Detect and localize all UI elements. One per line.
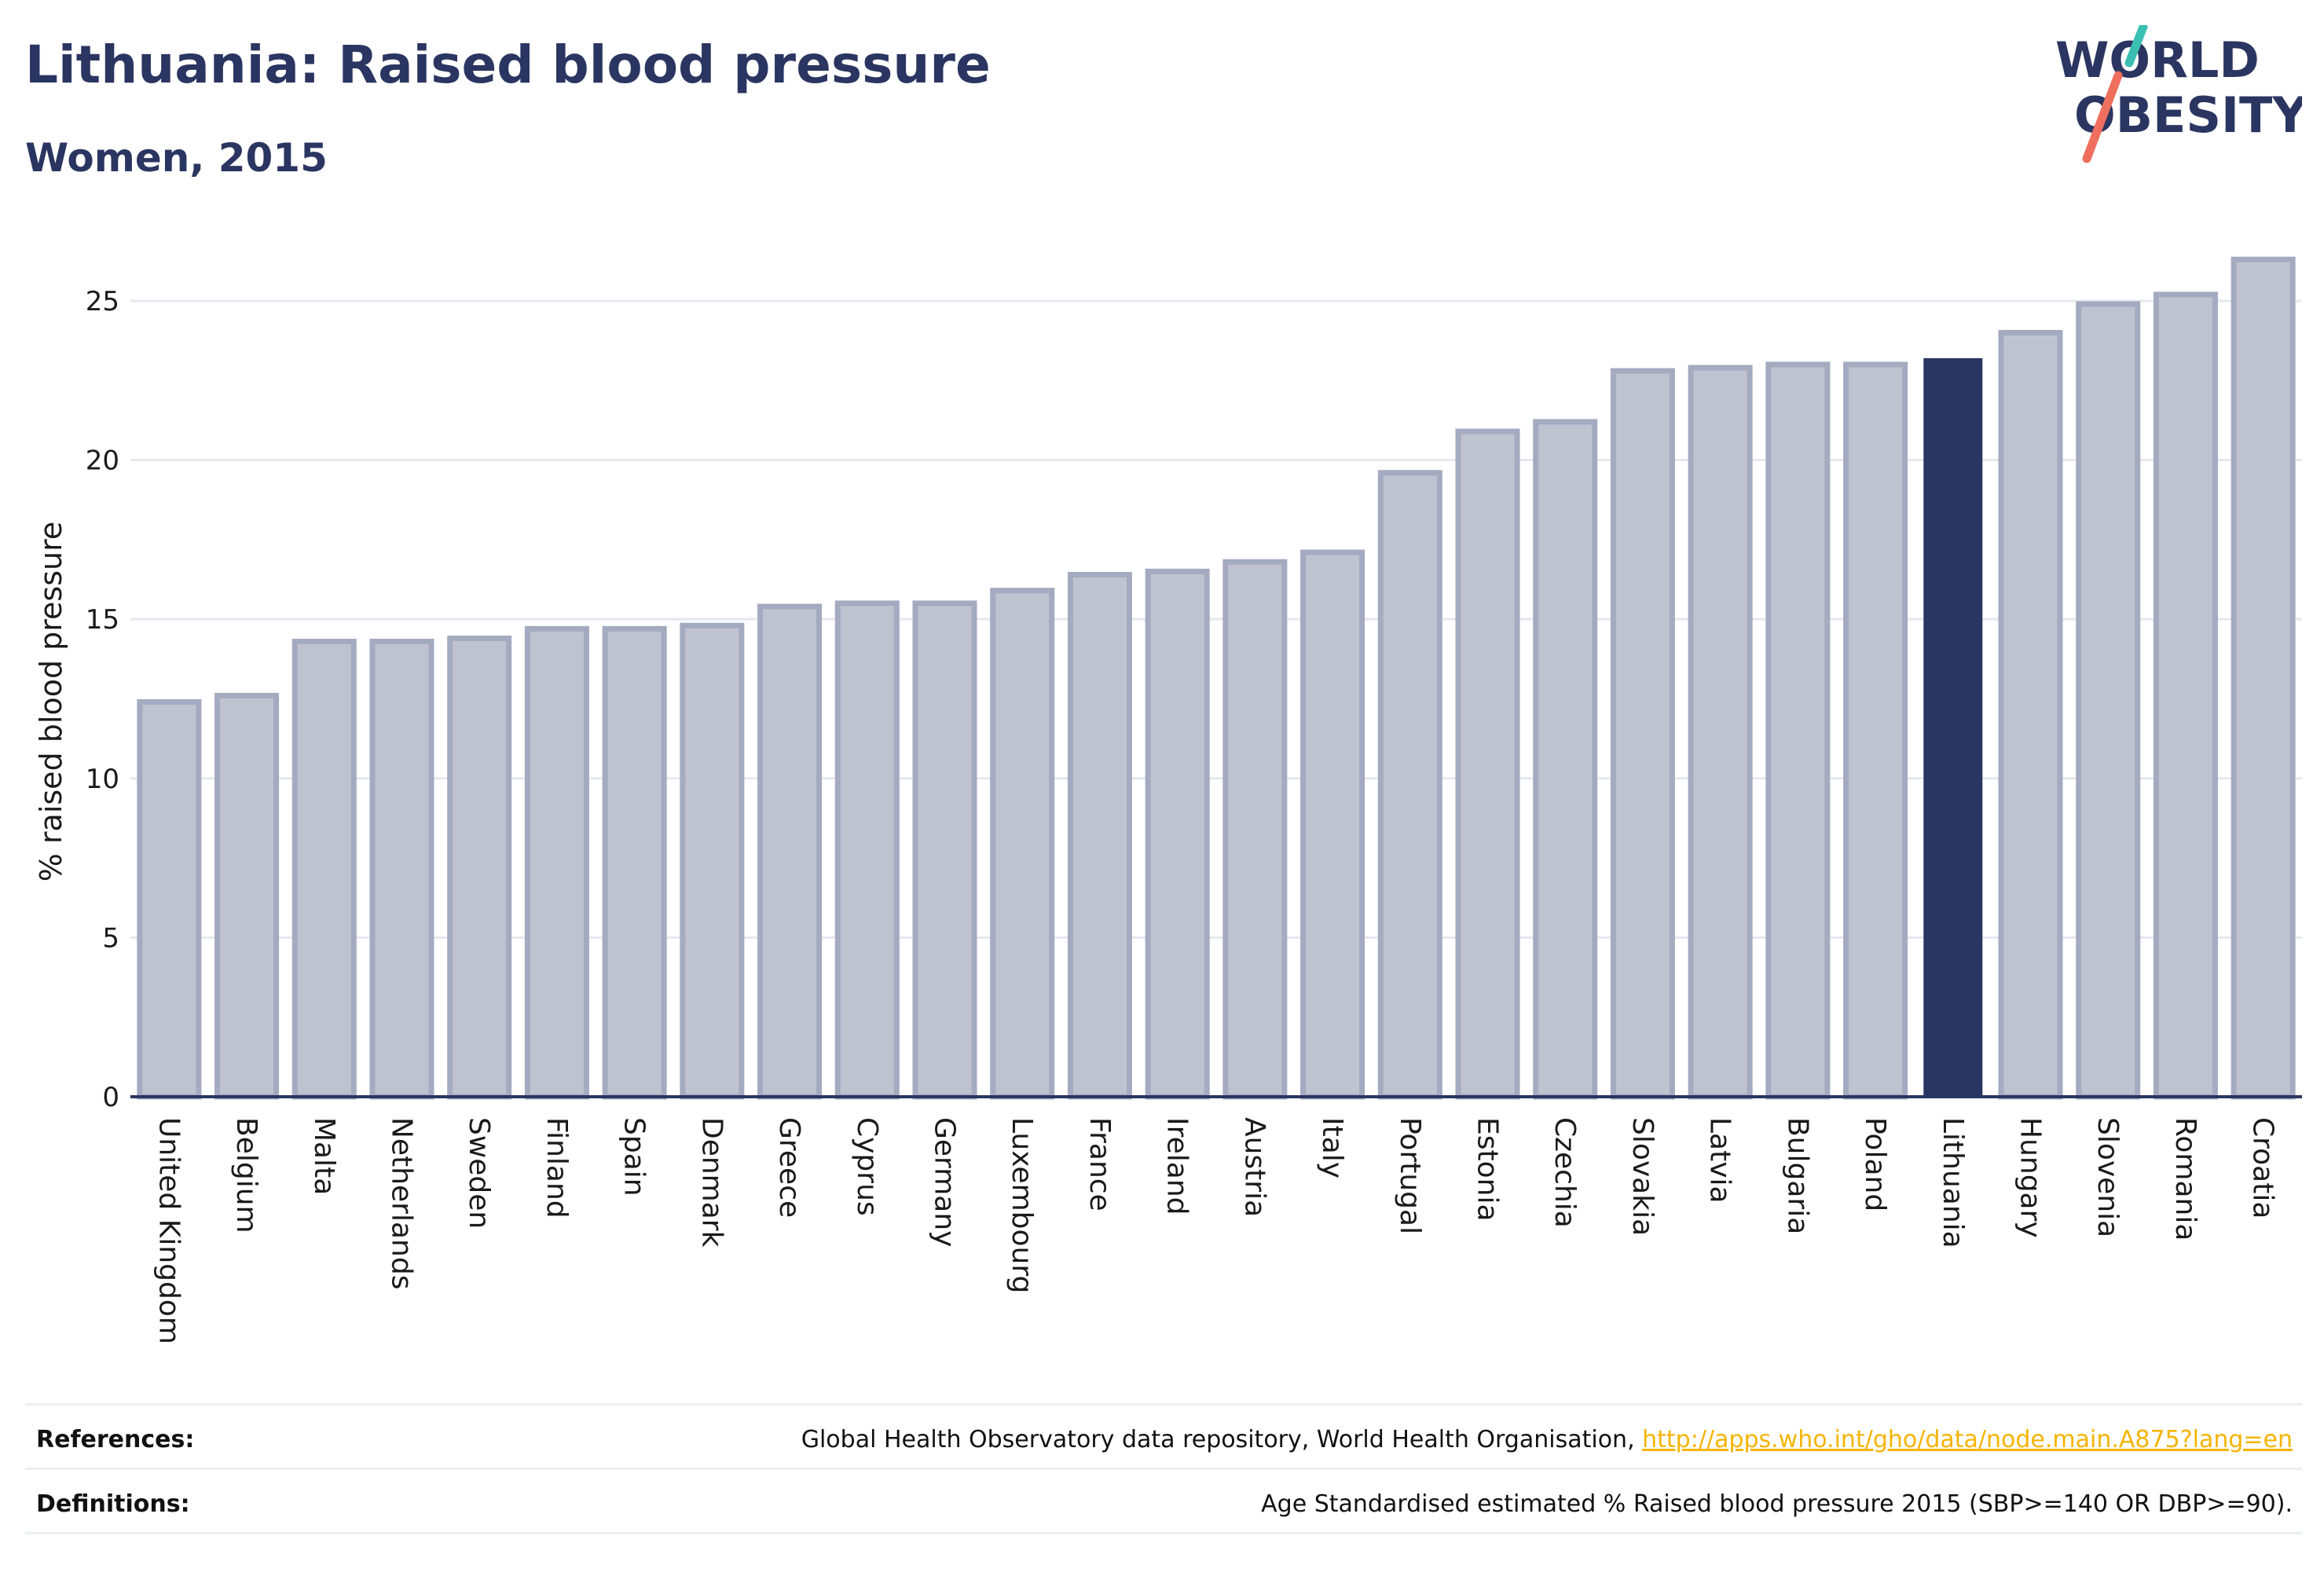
bar	[137, 699, 202, 1100]
logo-word-world: WORLD	[2055, 31, 2260, 89]
definitions-text: Age Standardised estimated % Raised bloo…	[1261, 1490, 2293, 1518]
bar	[291, 639, 357, 1100]
x-tick-label: Belgium	[230, 1117, 262, 1233]
logo-slash-teal	[2124, 25, 2148, 68]
footer-divider-middle	[25, 1468, 2302, 1470]
bar	[2231, 256, 2296, 1100]
bar	[1765, 361, 1831, 1100]
y-tick-label: 10	[86, 764, 119, 795]
y-tick-label: 15	[86, 604, 119, 636]
y-tick-label: 5	[102, 922, 119, 954]
bar	[447, 635, 512, 1100]
bar	[524, 625, 589, 1100]
x-tick-label: Denmark	[695, 1117, 728, 1248]
bar	[602, 625, 667, 1100]
bar	[214, 692, 280, 1100]
bar	[757, 603, 823, 1100]
bar	[1843, 361, 1908, 1100]
x-tick-label: United Kingdom	[152, 1117, 185, 1344]
bar	[680, 622, 745, 1100]
references-text: Global Health Observatory data repositor…	[801, 1426, 2293, 1453]
bar	[834, 600, 900, 1100]
bar	[2076, 301, 2141, 1100]
chart-title: Lithuania: Raised blood pressure	[25, 35, 991, 95]
x-tick-label: Germany	[929, 1117, 961, 1247]
references-source: Global Health Observatory data repositor…	[801, 1426, 1643, 1453]
chart-subtitle: Women, 2015	[25, 135, 328, 181]
bar	[1145, 568, 1210, 1100]
bars	[137, 256, 2296, 1100]
y-tick-label: 20	[86, 445, 119, 477]
y-axis-label: % raised blood pressure	[34, 522, 68, 882]
x-tick-label: Lithuania	[1937, 1117, 1969, 1248]
footer-divider-top	[25, 1403, 2302, 1406]
x-tick-label: Finland	[541, 1117, 573, 1219]
x-tick-label: Estonia	[1472, 1117, 1504, 1222]
x-tick-label: France	[1083, 1117, 1116, 1211]
bar	[912, 600, 977, 1100]
x-tick-label: Sweden	[463, 1117, 495, 1229]
logo-slash-coral	[2082, 71, 2123, 163]
bar	[1300, 549, 1365, 1100]
x-tick-labels: United Kingdom Belgium Malta Netherlands Swe…	[152, 1117, 2278, 1344]
x-tick-label: Croatia	[2247, 1117, 2279, 1219]
x-tick-label: Luxembourg	[1006, 1117, 1038, 1293]
bar	[1998, 329, 2063, 1100]
bar	[1455, 428, 1520, 1100]
x-tick-label: Cyprus	[851, 1117, 883, 1216]
x-tick-label: Bulgaria	[1781, 1117, 1813, 1234]
bar	[1923, 357, 1983, 1097]
bar	[1222, 559, 1288, 1100]
x-tick-label: Netherlands	[386, 1117, 418, 1289]
references-label: References:	[36, 1426, 195, 1453]
definitions-label: Definitions:	[36, 1490, 190, 1518]
x-tick-label: Portugal	[1394, 1117, 1426, 1234]
x-tick-label: Latvia	[1704, 1117, 1736, 1204]
x-tick-label: Ireland	[1161, 1117, 1193, 1215]
bar	[369, 639, 434, 1100]
bar	[1688, 365, 1753, 1100]
footer-divider-bottom	[25, 1532, 2302, 1534]
x-tick-label: Italy	[1316, 1117, 1348, 1178]
x-tick-label: Greece	[773, 1117, 805, 1218]
bar	[990, 588, 1055, 1100]
y-tick-label: 0	[102, 1082, 119, 1113]
x-tick-label: Slovenia	[2091, 1117, 2124, 1237]
bar	[1533, 419, 1598, 1100]
x-tick-label: Malta	[308, 1117, 340, 1195]
bar	[1067, 571, 1132, 1100]
bar	[2153, 291, 2218, 1100]
references-link[interactable]: http://apps.who.int/gho/data/node.main.A…	[1642, 1426, 2293, 1453]
x-tick-label: Czechia	[1549, 1117, 1581, 1228]
world-obesity-logo: WORLD OBESITY	[2055, 25, 2302, 163]
bar	[1610, 368, 1675, 1100]
bar	[1377, 470, 1442, 1100]
x-tick-label: Austria	[1238, 1117, 1270, 1217]
x-tick-label: Romania	[2169, 1117, 2201, 1241]
bar-chart: 0 5 10 15 20 25 United Kingdom Belgium Malta Net…	[34, 256, 2302, 1344]
x-tick-label: Poland	[1859, 1117, 1891, 1211]
x-tick-label: Slovakia	[1626, 1117, 1659, 1236]
y-tick-labels: 0 5 10 15 20 25	[86, 286, 119, 1113]
x-tick-label: Spain	[618, 1117, 651, 1197]
y-tick-label: 25	[86, 286, 119, 317]
x-tick-label: Hungary	[2014, 1117, 2047, 1238]
